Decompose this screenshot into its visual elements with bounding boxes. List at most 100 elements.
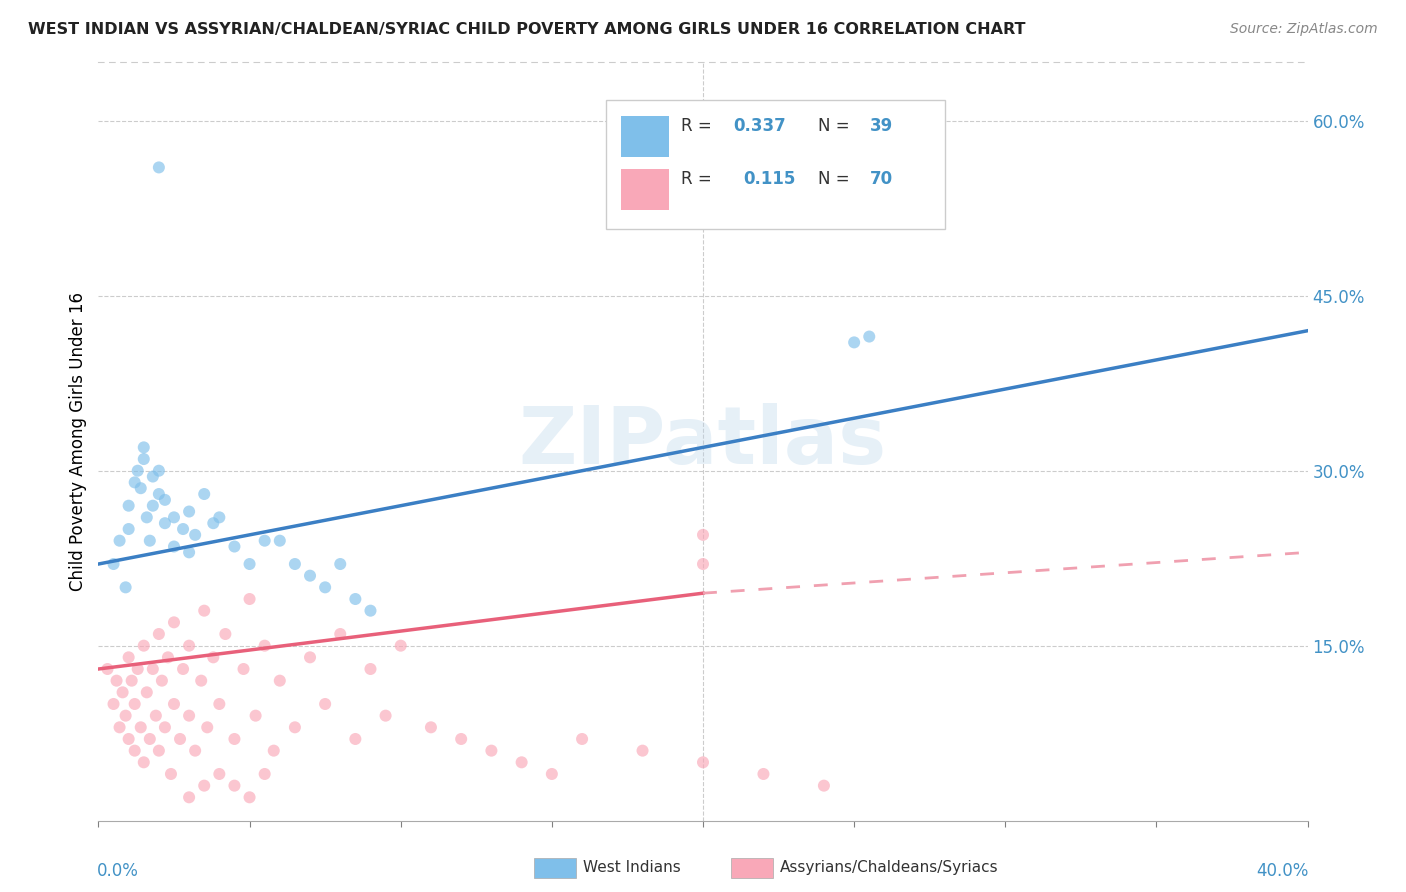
Point (692, 528, 714, 542)
Point (179, 545, 201, 559)
Point (253, 639, 276, 653)
Point (129, 720, 152, 734)
Point (145, 708, 167, 723)
Point (184, 744, 207, 758)
Point (239, 790, 262, 805)
Point (127, 662, 149, 676)
Text: N =: N = (818, 170, 855, 188)
Point (169, 731, 191, 746)
Point (202, 650, 225, 665)
Point (172, 662, 194, 676)
Point (153, 720, 176, 734)
Point (269, 673, 291, 688)
Point (135, 685, 157, 699)
Point (813, 779, 835, 793)
Point (163, 510, 186, 524)
Point (142, 662, 165, 676)
Point (752, 767, 775, 781)
Point (118, 731, 141, 746)
Text: N =: N = (818, 117, 855, 135)
Point (232, 662, 254, 676)
Text: R =: R = (682, 117, 717, 135)
Point (224, 540, 246, 554)
Point (114, 708, 136, 723)
Point (253, 533, 276, 548)
Point (420, 720, 443, 734)
Point (481, 744, 503, 758)
Point (344, 731, 367, 746)
Text: 40.0%: 40.0% (1257, 863, 1309, 880)
Point (132, 441, 155, 455)
Point (844, 335, 866, 350)
FancyBboxPatch shape (606, 100, 945, 229)
Point (208, 510, 231, 524)
Point (360, 662, 382, 676)
Point (239, 592, 262, 607)
Point (540, 767, 562, 781)
Point (127, 464, 149, 478)
Point (179, 639, 201, 653)
Point (299, 568, 322, 582)
Text: 0.337: 0.337 (734, 117, 786, 135)
Text: Source: ZipAtlas.com: Source: ZipAtlas.com (1230, 22, 1378, 37)
Point (692, 756, 714, 770)
Point (224, 779, 246, 793)
Point (299, 650, 322, 665)
Point (239, 557, 262, 571)
Text: West Indians: West Indians (583, 861, 682, 875)
Point (118, 499, 141, 513)
Point (253, 767, 276, 781)
Point (163, 615, 186, 630)
Point (314, 580, 336, 594)
Point (148, 161, 170, 175)
Bar (621, 169, 669, 211)
Text: 0.0%: 0.0% (97, 863, 139, 880)
Point (510, 756, 533, 770)
Point (179, 708, 201, 723)
Point (148, 744, 170, 758)
Point (160, 767, 183, 781)
Point (153, 516, 176, 531)
Point (124, 697, 146, 711)
Point (571, 731, 593, 746)
Point (135, 510, 157, 524)
Point (224, 731, 246, 746)
Point (208, 767, 231, 781)
Point (111, 685, 134, 699)
Point (195, 720, 218, 734)
Point (269, 533, 291, 548)
Point (329, 557, 352, 571)
Point (132, 452, 155, 467)
Point (245, 708, 267, 723)
Point (132, 639, 155, 653)
Point (103, 697, 125, 711)
Point (692, 557, 714, 571)
Point (190, 673, 212, 688)
Text: 0.115: 0.115 (742, 170, 796, 188)
Point (374, 708, 396, 723)
Text: Assyrians/Chaldeans/Syriacs: Assyrians/Chaldeans/Syriacs (780, 861, 998, 875)
Point (118, 650, 141, 665)
Point (284, 720, 307, 734)
Text: WEST INDIAN VS ASSYRIAN/CHALDEAN/SYRIAC CHILD POVERTY AMONG GIRLS UNDER 16 CORRE: WEST INDIAN VS ASSYRIAN/CHALDEAN/SYRIAC … (28, 22, 1025, 37)
Point (450, 731, 472, 746)
Point (96, 662, 118, 676)
Text: 70: 70 (870, 170, 893, 188)
Point (193, 487, 215, 501)
Point (148, 627, 170, 641)
Bar (621, 115, 669, 157)
Point (118, 522, 141, 536)
Point (389, 639, 412, 653)
Point (179, 790, 201, 805)
Point (193, 779, 215, 793)
Point (263, 744, 285, 758)
Point (148, 464, 170, 478)
Point (284, 557, 307, 571)
Point (631, 744, 654, 758)
Point (114, 580, 136, 594)
Point (329, 627, 352, 641)
Point (121, 673, 143, 688)
Point (163, 540, 186, 554)
Text: ZIPatlas: ZIPatlas (519, 402, 887, 481)
Point (360, 604, 382, 618)
